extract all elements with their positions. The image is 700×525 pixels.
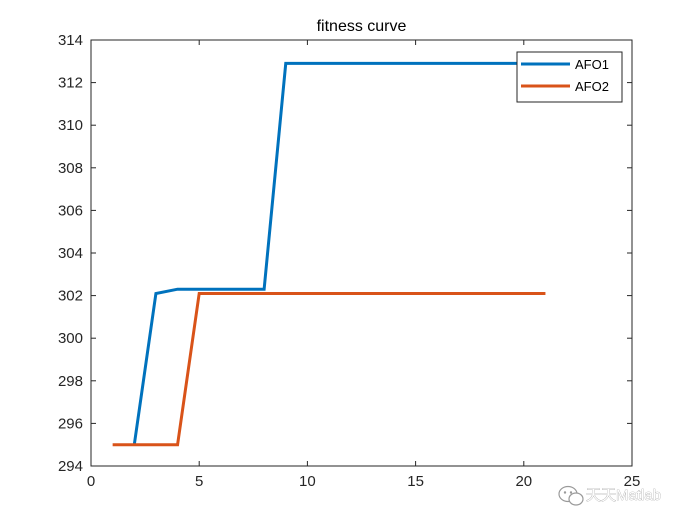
legend-label-afo1: AFO1: [575, 57, 609, 72]
y-tick-label: 294: [58, 458, 83, 475]
x-tick-label: 10: [299, 473, 316, 490]
wechat-icon: [558, 485, 584, 506]
plot-area: 0 5 10 15 20 25 294 296 298 300 302 304 306 308 310 312…: [58, 32, 640, 490]
legend: AFO1 AFO2: [516, 51, 623, 103]
y-tick-label: 310: [58, 117, 83, 134]
axes-background: [91, 40, 632, 466]
watermark-text: 天天Matlab: [586, 487, 661, 504]
y-tick-label: 298: [58, 373, 83, 390]
legend-label-afo2: AFO2: [575, 79, 609, 94]
series-line-afo1: [132, 61, 546, 445]
y-tick-label: 304: [58, 245, 83, 262]
y-tick-label: 296: [58, 415, 83, 432]
watermark: 天天Matlab: [558, 485, 661, 506]
y-tick-label: 312: [58, 75, 83, 92]
axes-frame: [90, 39, 633, 467]
y-tick-label: 314: [58, 32, 83, 49]
y-tick-label: 302: [58, 288, 83, 305]
x-tick-label: 0: [87, 473, 95, 490]
x-tick-label: 5: [195, 473, 203, 490]
series-line-afo2: [112, 291, 546, 447]
legend-box: [516, 51, 623, 103]
x-tick-label: 25: [624, 473, 641, 490]
x-tick-label: 15: [407, 473, 424, 490]
y-tick-label: 306: [58, 202, 83, 219]
chart-title: fitness curve: [317, 18, 407, 35]
y-tick-label: 308: [58, 160, 83, 177]
y-tick-label: 300: [58, 330, 83, 347]
x-tick-label: 20: [515, 473, 532, 490]
